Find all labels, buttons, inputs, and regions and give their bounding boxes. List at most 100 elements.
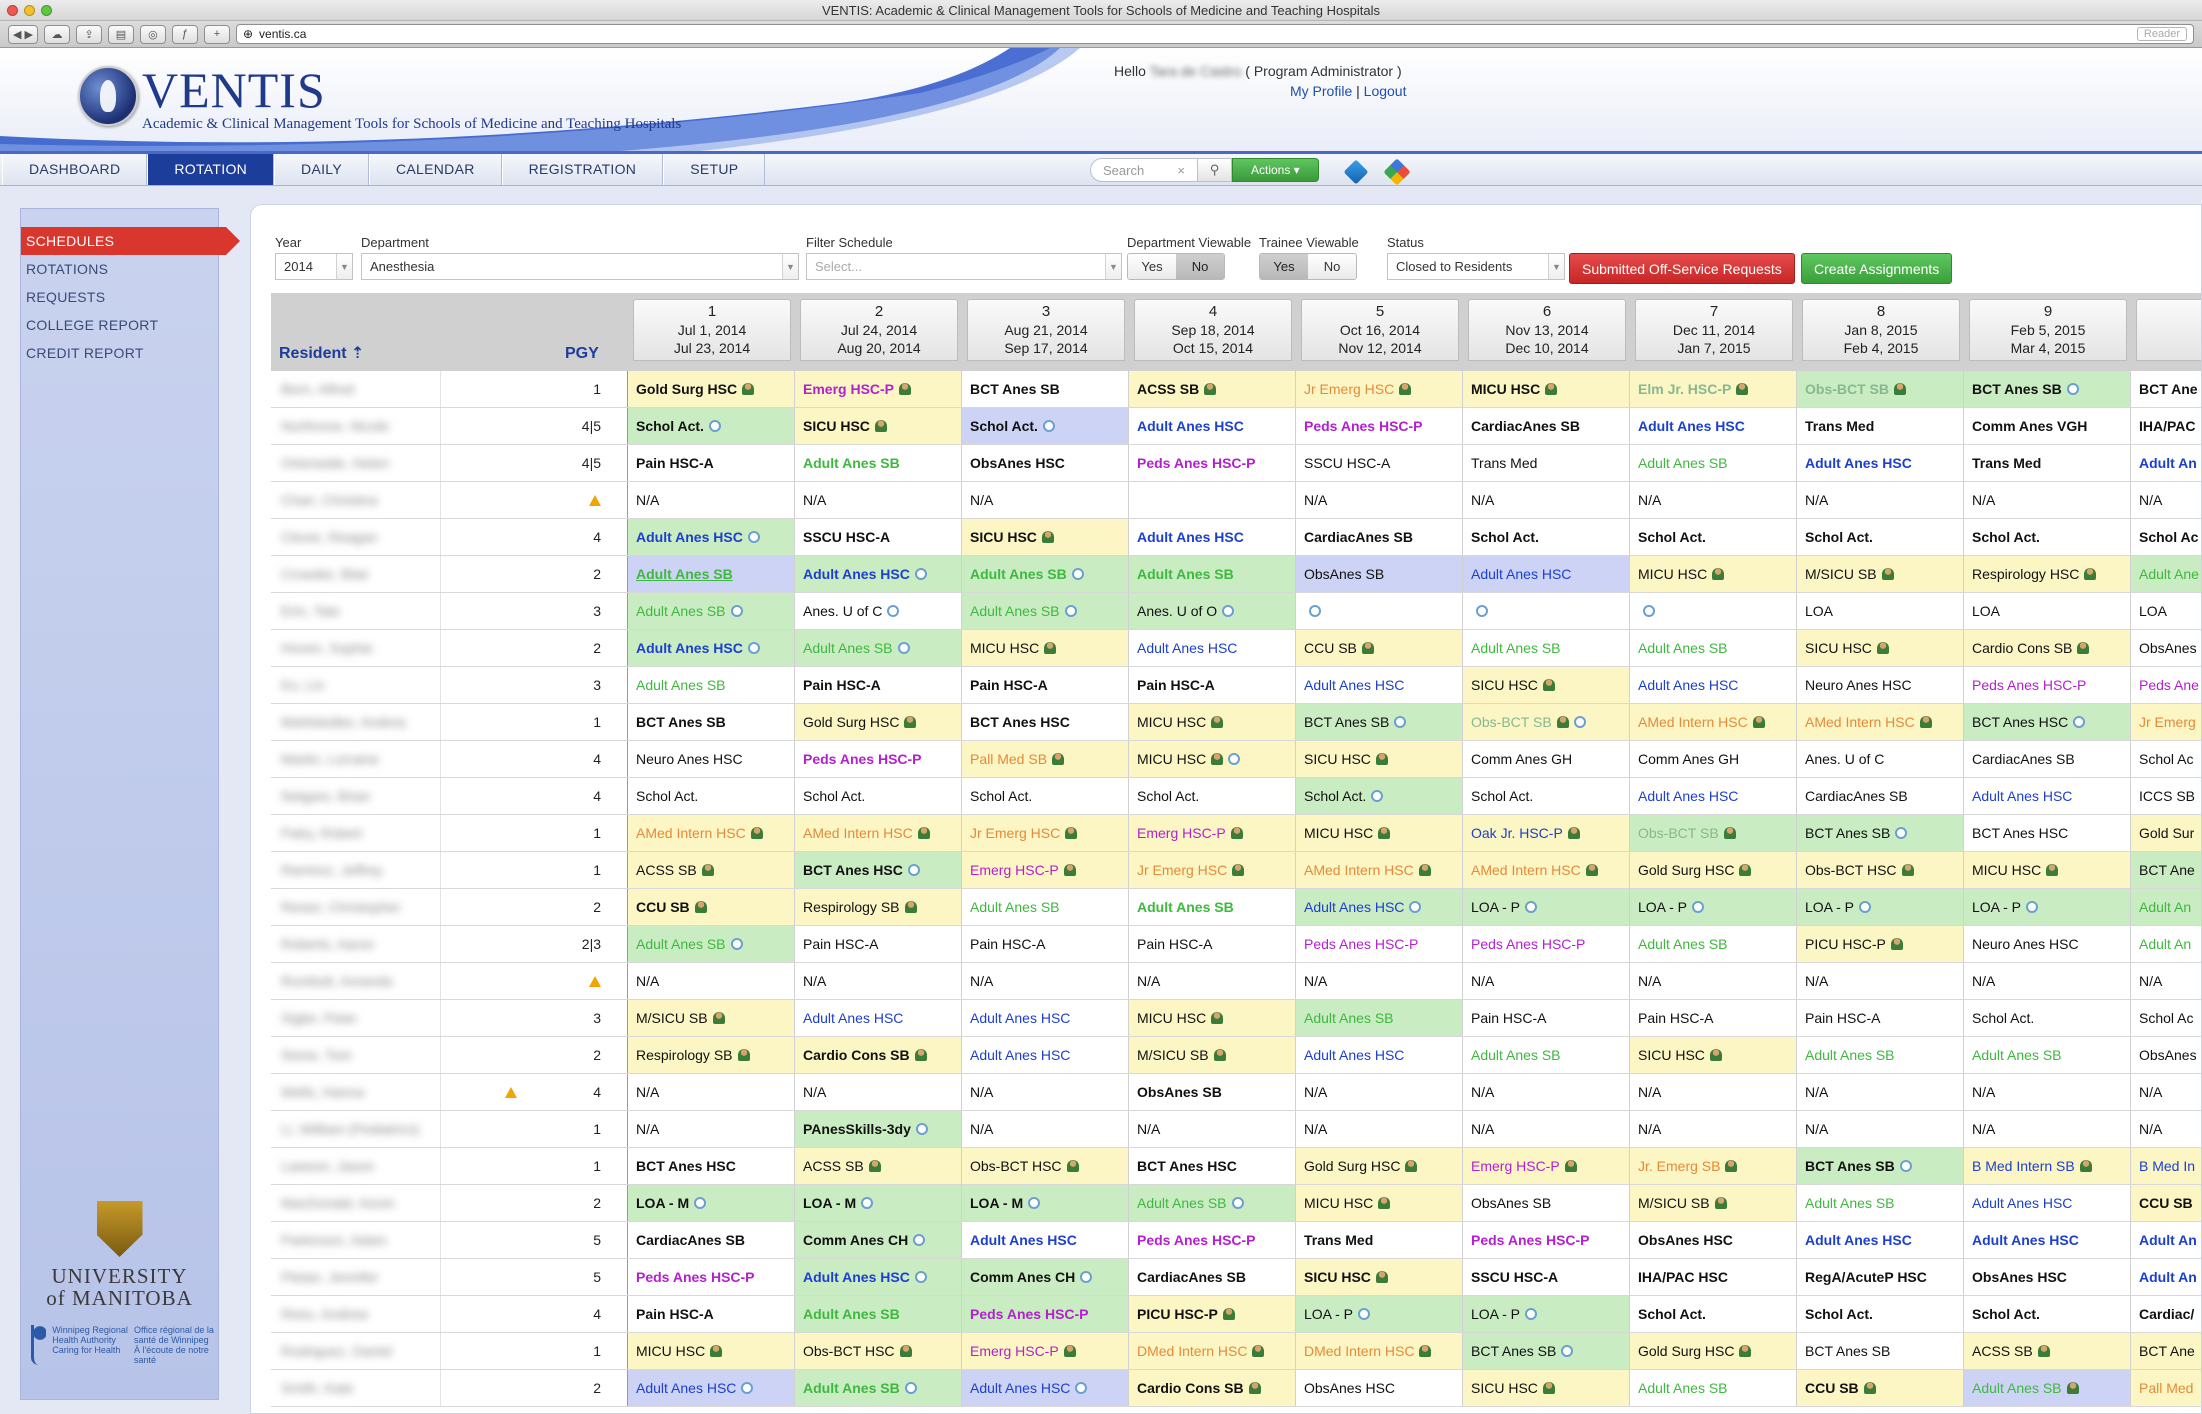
assignment-cell[interactable]: Adult Anes SB (962, 556, 1129, 592)
assignment-cell[interactable]: BCT Anes HSC (1964, 815, 2131, 851)
clock-icon[interactable] (1071, 568, 1084, 580)
assignment-cell[interactable]: N/A (628, 963, 795, 999)
assignment-cell[interactable]: N/A (1296, 1111, 1463, 1147)
assignment-cell[interactable]: Adult Anes SB (1129, 889, 1296, 925)
person-icon[interactable] (1230, 827, 1243, 839)
assignment-cell[interactable]: Peds Anes HSC-P (1463, 926, 1630, 962)
assignment-cell[interactable]: IHA/PAC (2131, 408, 2201, 444)
resident-name[interactable]: Bern, Alfred (281, 381, 355, 397)
assignment-cell[interactable]: SICU HSC (1296, 1259, 1463, 1295)
assignment-cell[interactable]: Oak Jr. HSC-P (1463, 815, 1630, 851)
assignment-cell[interactable]: AMed Intern HSC (795, 815, 962, 851)
assignment-cell[interactable]: Jr Emerg HSC (1129, 852, 1296, 888)
assignment-cell[interactable]: Schol Act. (628, 778, 795, 814)
assignment-cell[interactable]: BCT Ane (2131, 852, 2201, 888)
block-header-box[interactable]: 9 Feb 5, 2015 Mar 4, 2015 (1969, 299, 2127, 361)
person-icon[interactable] (1564, 1160, 1577, 1172)
assignment-cell[interactable]: N/A (1797, 1074, 1964, 1110)
assignment-cell[interactable]: ObsAnes SB (1463, 1185, 1630, 1221)
person-icon[interactable] (1876, 642, 1889, 654)
assignment-cell[interactable]: Emerg HSC-P (962, 852, 1129, 888)
person-icon[interactable] (1752, 716, 1765, 728)
assignment-cell[interactable]: Adult Anes HSC (1129, 408, 1296, 444)
assignment-cell[interactable]: ObsAnes HSC (1296, 1370, 1463, 1406)
logout-link[interactable]: Logout (1363, 83, 1407, 99)
person-icon[interactable] (1901, 864, 1914, 876)
clock-icon[interactable] (1042, 420, 1055, 432)
block-header[interactable]: 6 Nov 13, 2014 Dec 10, 2014 (1463, 293, 1630, 371)
assignment-cell[interactable]: MICU HSC (1463, 371, 1630, 407)
assignment-cell[interactable]: N/A (962, 1074, 1129, 1110)
clock-icon[interactable] (861, 1197, 874, 1209)
assignment-cell[interactable]: Trans Med (1296, 1222, 1463, 1258)
clock-icon[interactable] (1228, 753, 1241, 765)
block-header-box[interactable]: 7 Dec 11, 2014 Jan 7, 2015 (1635, 299, 1793, 361)
resident-name[interactable]: Clever, Reagan (281, 529, 378, 545)
person-icon[interactable] (1881, 568, 1894, 580)
assignment-cell[interactable]: Jr. Emerg SB (1630, 1148, 1797, 1184)
clock-icon[interactable] (1028, 1197, 1041, 1209)
clock-icon[interactable] (747, 531, 760, 543)
assignment-cell[interactable]: Peds Anes HSC-P (962, 1296, 1129, 1332)
person-icon[interactable] (2084, 568, 2097, 580)
clock-icon[interactable] (2066, 383, 2079, 395)
dept-viewable-no[interactable]: No (1176, 254, 1224, 279)
resident-name[interactable]: Reiser, Christopher (281, 899, 401, 915)
clock-icon[interactable] (907, 864, 920, 876)
assignment-cell[interactable]: Obs-BCT SB (1797, 371, 1964, 407)
assignment-cell[interactable]: MICU HSC (1630, 556, 1797, 592)
block-header-box[interactable]: 4 Sep 18, 2014 Oct 15, 2014 (1134, 299, 1292, 361)
clock-icon[interactable] (730, 605, 743, 617)
clock-icon[interactable] (913, 1234, 926, 1246)
assignment-cell[interactable]: Jr Emerg (2131, 704, 2201, 740)
resident-name-cell[interactable]: Roberts, Aaron (271, 926, 441, 962)
person-icon[interactable] (874, 420, 887, 432)
clock-icon[interactable] (1692, 901, 1705, 913)
assignment-cell[interactable]: Adult Anes HSC (1964, 1185, 2131, 1221)
assignment-cell[interactable]: N/A (2131, 963, 2201, 999)
person-icon[interactable] (737, 1049, 750, 1061)
assignment-cell[interactable]: BCT Anes SB (962, 371, 1129, 407)
assignment-cell[interactable]: Emerg HSC-P (1129, 815, 1296, 851)
assignment-cell[interactable]: Peds Anes HSC-P (1296, 926, 1463, 962)
clock-icon[interactable] (1895, 827, 1908, 839)
resident-sort-header[interactable]: Resident ⇡ (279, 345, 365, 362)
assignment-cell[interactable]: Pall Med (2131, 1370, 2201, 1406)
assignment-cell[interactable]: Comm Anes VGH (1964, 408, 2131, 444)
clock-icon[interactable] (1899, 1160, 1912, 1172)
assignment-cell[interactable]: Adult Anes HSC (962, 1222, 1129, 1258)
resident-name-cell[interactable]: Parkinson, Adam (271, 1222, 441, 1258)
resident-name-cell[interactable]: Northrove, Nicole (271, 408, 441, 444)
person-icon[interactable] (1375, 1271, 1388, 1283)
person-icon[interactable] (1375, 753, 1388, 765)
assignment-cell[interactable]: BCT Anes HSC (1129, 1148, 1296, 1184)
clock-icon[interactable] (741, 1382, 754, 1394)
assignment-cell[interactable]: N/A (1296, 1074, 1463, 1110)
person-icon[interactable] (917, 827, 930, 839)
assignment-cell[interactable]: ObsAnes HSC (1630, 1222, 1797, 1258)
assignment-cell[interactable]: LOA - P (1296, 1296, 1463, 1332)
assignment-cell[interactable]: Obs-BCT HSC (962, 1148, 1129, 1184)
assignment-cell[interactable]: Anes. U of C (1797, 741, 1964, 777)
assignment-cell[interactable]: Schol Act. (1129, 778, 1296, 814)
tab-registration[interactable]: REGISTRATION (501, 154, 664, 185)
assignment-cell[interactable]: N/A (1964, 1111, 2131, 1147)
assignment-cell[interactable]: AMed Intern HSC (1797, 704, 1964, 740)
person-icon[interactable] (1894, 383, 1906, 395)
assignment-cell[interactable]: ACSS SB (1964, 1333, 2131, 1369)
search-icon[interactable]: ⚲ (1198, 158, 1232, 182)
assignment-cell[interactable]: Trans Med (1964, 445, 2131, 481)
status-select[interactable]: Closed to Residents ▼ (1387, 253, 1565, 280)
assignment-cell[interactable]: BCT Anes SB (1296, 704, 1463, 740)
assignment-cell[interactable]: Anes. U of O (1129, 593, 1296, 629)
assignment-cell[interactable]: N/A (1964, 482, 2131, 518)
sidebar-item-credit-report[interactable]: CREDIT REPORT (26, 345, 144, 361)
assignment-cell[interactable]: Gold Surg HSC (1296, 1148, 1463, 1184)
resident-name-cell[interactable]: Sigler, Peter (271, 1000, 441, 1036)
tab-rotation[interactable]: ROTATION (147, 154, 275, 185)
person-icon[interactable] (1723, 827, 1736, 839)
assignment-cell[interactable]: Adult Anes SB (1463, 1037, 1630, 1073)
assignment-cell[interactable]: Adult Anes SB (1129, 556, 1296, 592)
assignment-cell[interactable]: Pain HSC-A (1630, 1000, 1797, 1036)
assignment-cell[interactable]: CardiacAnes SB (1797, 778, 1964, 814)
